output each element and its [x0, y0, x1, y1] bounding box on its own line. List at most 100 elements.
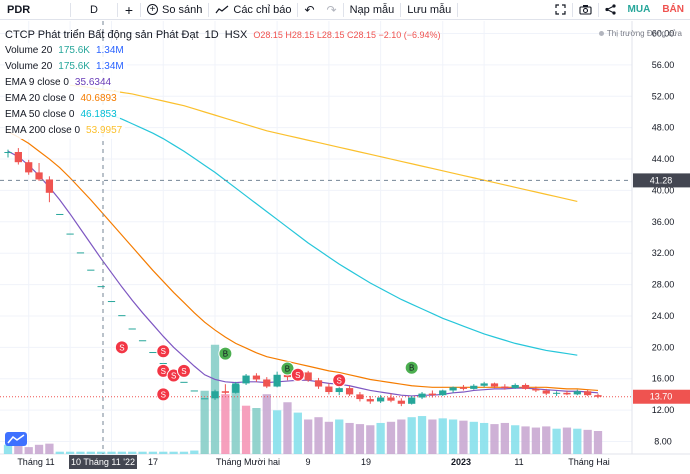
- candle[interactable]: [273, 371, 281, 388]
- candle[interactable]: [4, 149, 12, 158]
- candle[interactable]: [418, 392, 426, 400]
- ema-20-line: [7, 131, 599, 392]
- indicators-button[interactable]: Các chỉ báo: [209, 0, 297, 20]
- candle[interactable]: [532, 386, 540, 393]
- volume-bar: [262, 394, 271, 454]
- legend-row-value: 1.34M: [95, 61, 124, 72]
- candle[interactable]: [449, 386, 457, 393]
- candle[interactable]: [252, 373, 261, 382]
- compare-button[interactable]: + So sánh: [141, 0, 208, 20]
- sell-signal-marker[interactable]: S: [156, 363, 171, 378]
- candle[interactable]: [180, 381, 188, 383]
- candle[interactable]: [345, 385, 354, 396]
- symbol-search[interactable]: PDR: [7, 3, 31, 16]
- candle[interactable]: [459, 384, 468, 391]
- candle[interactable]: [490, 382, 499, 389]
- sell-button[interactable]: BÁN: [662, 4, 684, 15]
- candle[interactable]: [232, 381, 240, 394]
- candle[interactable]: [563, 390, 571, 396]
- price-axis-label: 44.00: [652, 154, 675, 164]
- candle[interactable]: [511, 383, 519, 389]
- fullscreen-button[interactable]: [549, 0, 572, 20]
- marker-circle: [156, 387, 171, 402]
- candle[interactable]: [97, 286, 105, 288]
- buy-button[interactable]: MUA: [627, 4, 651, 15]
- legend-row-value: 53.9957: [86, 125, 123, 136]
- candle[interactable]: [428, 390, 437, 398]
- sell-signal-marker[interactable]: S: [290, 367, 305, 382]
- candle[interactable]: [366, 395, 374, 404]
- legend-row[interactable]: Volume 20 175.6K 1.34M: [5, 59, 127, 75]
- volume-bar: [128, 451, 137, 454]
- candle[interactable]: [584, 389, 592, 396]
- price-axis-label: 56.00: [652, 60, 675, 70]
- candle[interactable]: [325, 383, 333, 395]
- candle[interactable]: [397, 398, 405, 407]
- candle[interactable]: [594, 393, 602, 399]
- buy-signal-marker[interactable]: B: [280, 361, 295, 376]
- candle[interactable]: [45, 176, 54, 203]
- candle[interactable]: [573, 389, 581, 396]
- candle[interactable]: [221, 384, 229, 395]
- candle[interactable]: [377, 395, 385, 404]
- candle[interactable]: [356, 392, 364, 402]
- sell-signal-marker[interactable]: S: [156, 344, 171, 359]
- candle[interactable]: [470, 384, 478, 390]
- interval-selector[interactable]: D: [90, 3, 98, 16]
- candle[interactable]: [66, 233, 74, 235]
- candle[interactable]: [211, 389, 219, 400]
- candle[interactable]: [552, 391, 561, 396]
- candle[interactable]: [25, 159, 33, 175]
- candle[interactable]: [263, 377, 271, 389]
- sell-signal-marker[interactable]: S: [114, 340, 129, 355]
- candle[interactable]: [149, 352, 157, 354]
- load-template-button[interactable]: Nạp mẫu: [349, 3, 395, 16]
- candle[interactable]: [56, 213, 64, 215]
- candle[interactable]: [542, 388, 550, 396]
- save-template-button[interactable]: Lưu mẫu: [407, 3, 452, 16]
- candle[interactable]: [521, 383, 530, 390]
- candle[interactable]: [87, 269, 95, 271]
- sell-signal-marker[interactable]: S: [156, 387, 171, 402]
- time-axis-label: Tháng Mười hai: [216, 457, 280, 467]
- candle[interactable]: [304, 370, 312, 382]
- candle[interactable]: [138, 340, 147, 342]
- legend-row[interactable]: EMA 20 close 0 40.6893: [5, 91, 120, 107]
- sell-signal-marker[interactable]: S: [332, 373, 347, 388]
- candle[interactable]: [242, 373, 250, 385]
- candle[interactable]: [107, 301, 116, 303]
- legend-row[interactable]: EMA 9 close 0 35.6344: [5, 75, 115, 91]
- share-button[interactable]: [599, 0, 622, 20]
- redo-button[interactable]: ↷: [321, 0, 343, 20]
- buy-signal-marker[interactable]: B: [218, 346, 233, 361]
- price-axis-label: 24.00: [652, 311, 675, 321]
- camera-icon: [578, 5, 592, 15]
- candle[interactable]: [14, 148, 22, 165]
- volume-bar: [448, 419, 458, 454]
- legend-row[interactable]: Volume 20 175.6K 1.34M: [5, 43, 127, 59]
- candle-body: [325, 386, 333, 393]
- candle[interactable]: [314, 377, 323, 389]
- sell-signal-marker[interactable]: S: [176, 363, 191, 378]
- buy-signal-marker[interactable]: B: [404, 360, 419, 375]
- candle[interactable]: [118, 315, 126, 317]
- candle[interactable]: [159, 363, 167, 365]
- candle[interactable]: [201, 398, 209, 400]
- candle[interactable]: [480, 381, 488, 388]
- candle-body: [138, 340, 147, 342]
- legend-row[interactable]: EMA 50 close 0 46.1853: [5, 107, 120, 123]
- candle[interactable]: [35, 162, 43, 182]
- candle-body: [273, 374, 281, 387]
- add-symbol-button[interactable]: +: [118, 0, 140, 20]
- candle[interactable]: [128, 328, 136, 330]
- tradingview-logo-icon[interactable]: [5, 432, 27, 446]
- candle[interactable]: [501, 384, 509, 390]
- camera-button[interactable]: [573, 0, 598, 20]
- undo-button[interactable]: ↶: [298, 0, 320, 20]
- candle[interactable]: [439, 389, 447, 396]
- candle[interactable]: [408, 395, 416, 405]
- candle[interactable]: [190, 390, 198, 392]
- candle[interactable]: [387, 393, 395, 403]
- candle[interactable]: [76, 252, 85, 254]
- legend-row[interactable]: EMA 200 close 0 53.9957: [5, 123, 126, 139]
